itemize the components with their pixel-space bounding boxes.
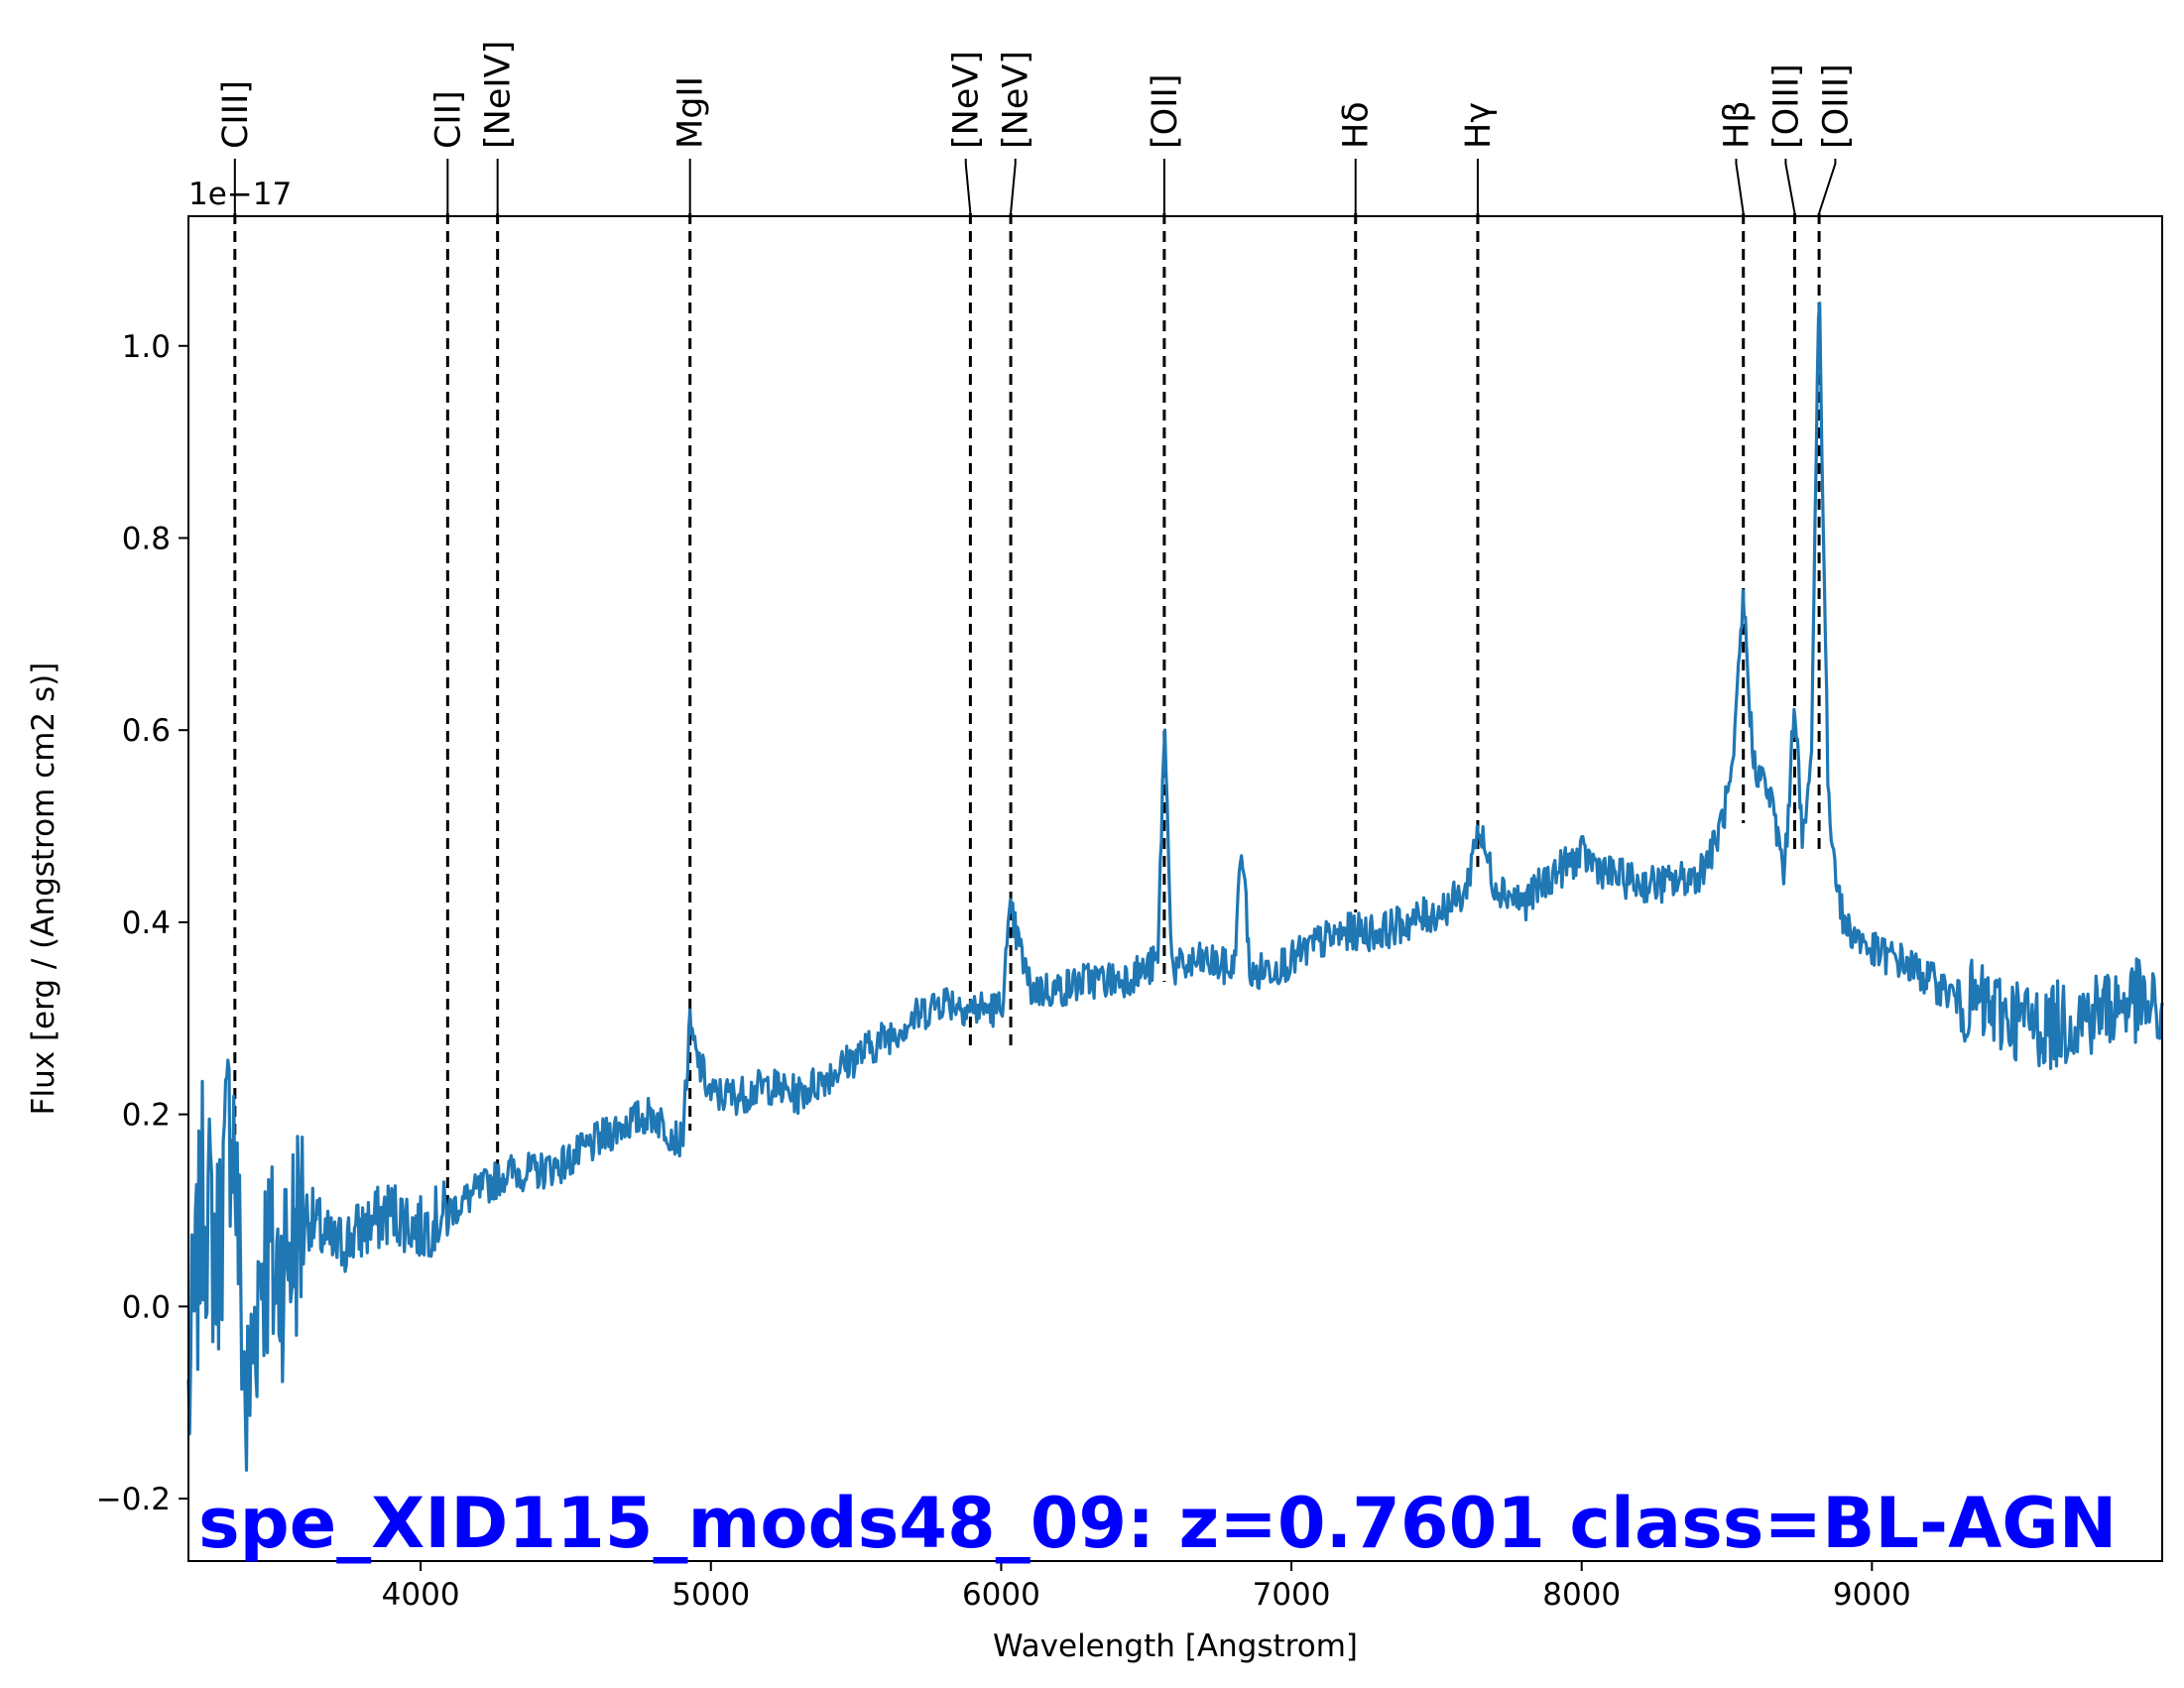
emission-line-leader xyxy=(1818,159,1837,214)
emission-line-label: [NeV] xyxy=(947,51,987,149)
emission-line-label: CII] xyxy=(428,90,468,149)
x-tick-label: 6000 xyxy=(962,1577,1040,1613)
emission-line-label: [NeIV] xyxy=(479,41,519,149)
y-tick-label: 1.0 xyxy=(122,329,171,365)
y-tick-label: −0.2 xyxy=(96,1482,171,1517)
emission-line-label: Hδ xyxy=(1337,101,1377,149)
y-tick-label: 0.6 xyxy=(122,713,171,749)
x-tick-label: 9000 xyxy=(1833,1577,1911,1613)
y-tick-label: 0.4 xyxy=(122,905,171,941)
emission-line-leader xyxy=(1735,159,1745,214)
spectrum-plot xyxy=(186,301,2164,1473)
emission-line-label: MgII xyxy=(671,76,711,149)
y-tick-label: 0.8 xyxy=(122,521,171,556)
y-axis-label: Flux [erg / (Angstrom cm2 s)] xyxy=(26,663,61,1116)
y-tick-label: 0.2 xyxy=(122,1098,171,1134)
emission-line-label: Hγ xyxy=(1459,102,1499,149)
emission-line-label: Hβ xyxy=(1717,100,1757,149)
emission-line-label: [NeV] xyxy=(997,51,1036,149)
emission-line-leader xyxy=(1784,159,1796,214)
emission-line-label: [OIII] xyxy=(1766,63,1806,149)
x-tick-label: 7000 xyxy=(1253,1577,1331,1613)
x-axis-label: Wavelength [Angstrom] xyxy=(993,1628,1358,1664)
x-axis-ticks: 4000 5000 6000 7000 8000 9000 xyxy=(382,1561,1911,1613)
axes-frame xyxy=(187,215,2163,1562)
x-tick-label: 4000 xyxy=(382,1577,460,1613)
emission-line-leader xyxy=(964,159,972,214)
x-tick-label: 5000 xyxy=(671,1577,750,1613)
emission-line-leader xyxy=(1010,159,1017,214)
x-tick-label: 8000 xyxy=(1542,1577,1621,1613)
y-axis-ticks: −0.2 0.0 0.2 0.4 0.6 0.8 1.0 xyxy=(96,329,188,1517)
emission-line-label: [OII] xyxy=(1146,73,1185,149)
y-scale-offset-label: 1e−17 xyxy=(188,177,292,212)
spectrum-series-line xyxy=(186,301,2164,1473)
emission-line-markers: CIII] CII] [NeIV] MgII [NeV] [NeV] [OII] Hδ Hγ Hβ… xyxy=(216,41,1856,1210)
emission-line-label: CIII] xyxy=(216,80,256,149)
y-tick-label: 0.0 xyxy=(122,1289,171,1325)
emission-line-label: [OIII] xyxy=(1816,63,1856,149)
spectrum-annotation: spe_XID115_mods48_09: z=0.7601 class=BL-… xyxy=(198,1483,2117,1564)
